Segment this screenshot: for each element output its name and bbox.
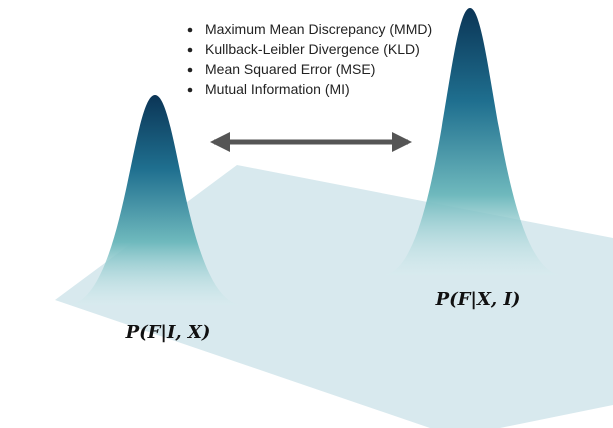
bullet-dot (188, 68, 193, 73)
bullet-item: Kullback-Leibler Divergence (KLD) (205, 41, 420, 57)
right-label: P(F|X, I) (435, 289, 521, 310)
diagram: Maximum Mean Discrepancy (MMD) Kullback-L… (0, 0, 613, 428)
bullet-dot (188, 28, 193, 33)
bullet-dot (188, 48, 193, 53)
bullet-item: Maximum Mean Discrepancy (MMD) (205, 21, 432, 37)
bullet-dot (188, 88, 193, 93)
bullet-list: Maximum Mean Discrepancy (MMD) Kullback-L… (188, 21, 432, 97)
bullet-item: Mutual Information (MI) (205, 81, 350, 97)
bullet-item: Mean Squared Error (MSE) (205, 61, 375, 77)
left-label: P(F|I, X) (125, 322, 211, 343)
